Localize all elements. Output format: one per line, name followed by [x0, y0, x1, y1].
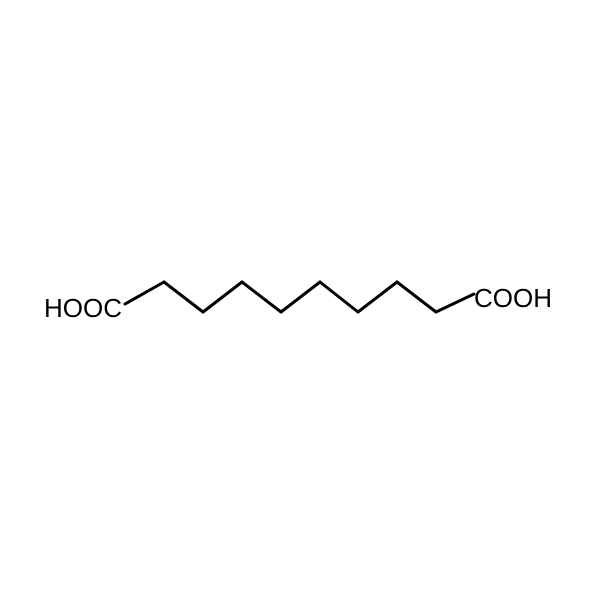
left-functional-group-label: HOOC	[44, 293, 122, 323]
bond-line	[203, 282, 242, 312]
bond-line	[320, 282, 358, 312]
bond-line	[281, 282, 320, 312]
bond-line	[436, 294, 474, 312]
bond-line	[164, 282, 203, 312]
bond-line	[358, 282, 397, 312]
molecule-diagram: HOOC COOH	[0, 0, 600, 600]
bond-line	[242, 282, 281, 312]
bond-line	[125, 282, 164, 304]
bond-line	[397, 282, 436, 312]
bond-lines	[125, 282, 474, 312]
right-functional-group-label: COOH	[474, 283, 552, 313]
